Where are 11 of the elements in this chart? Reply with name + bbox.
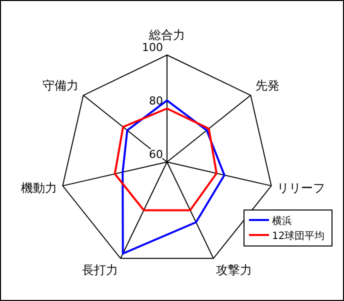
spoke-label: 機動力 [20, 181, 57, 196]
spoke-label: 総合力 [148, 28, 185, 42]
legend-label: 12球団平均 [272, 230, 325, 242]
spoke-label: 守備力 [42, 78, 79, 93]
spoke-label: リリーフ [277, 181, 326, 196]
y-tick-label: 100 [142, 41, 163, 54]
spoke-label: 長打力 [82, 262, 118, 277]
spoke-label: 攻撃力 [216, 262, 252, 277]
legend-label: 横浜 [272, 215, 292, 227]
spoke-label: 先発 [255, 78, 280, 93]
y-tick-label: 80 [149, 94, 163, 108]
